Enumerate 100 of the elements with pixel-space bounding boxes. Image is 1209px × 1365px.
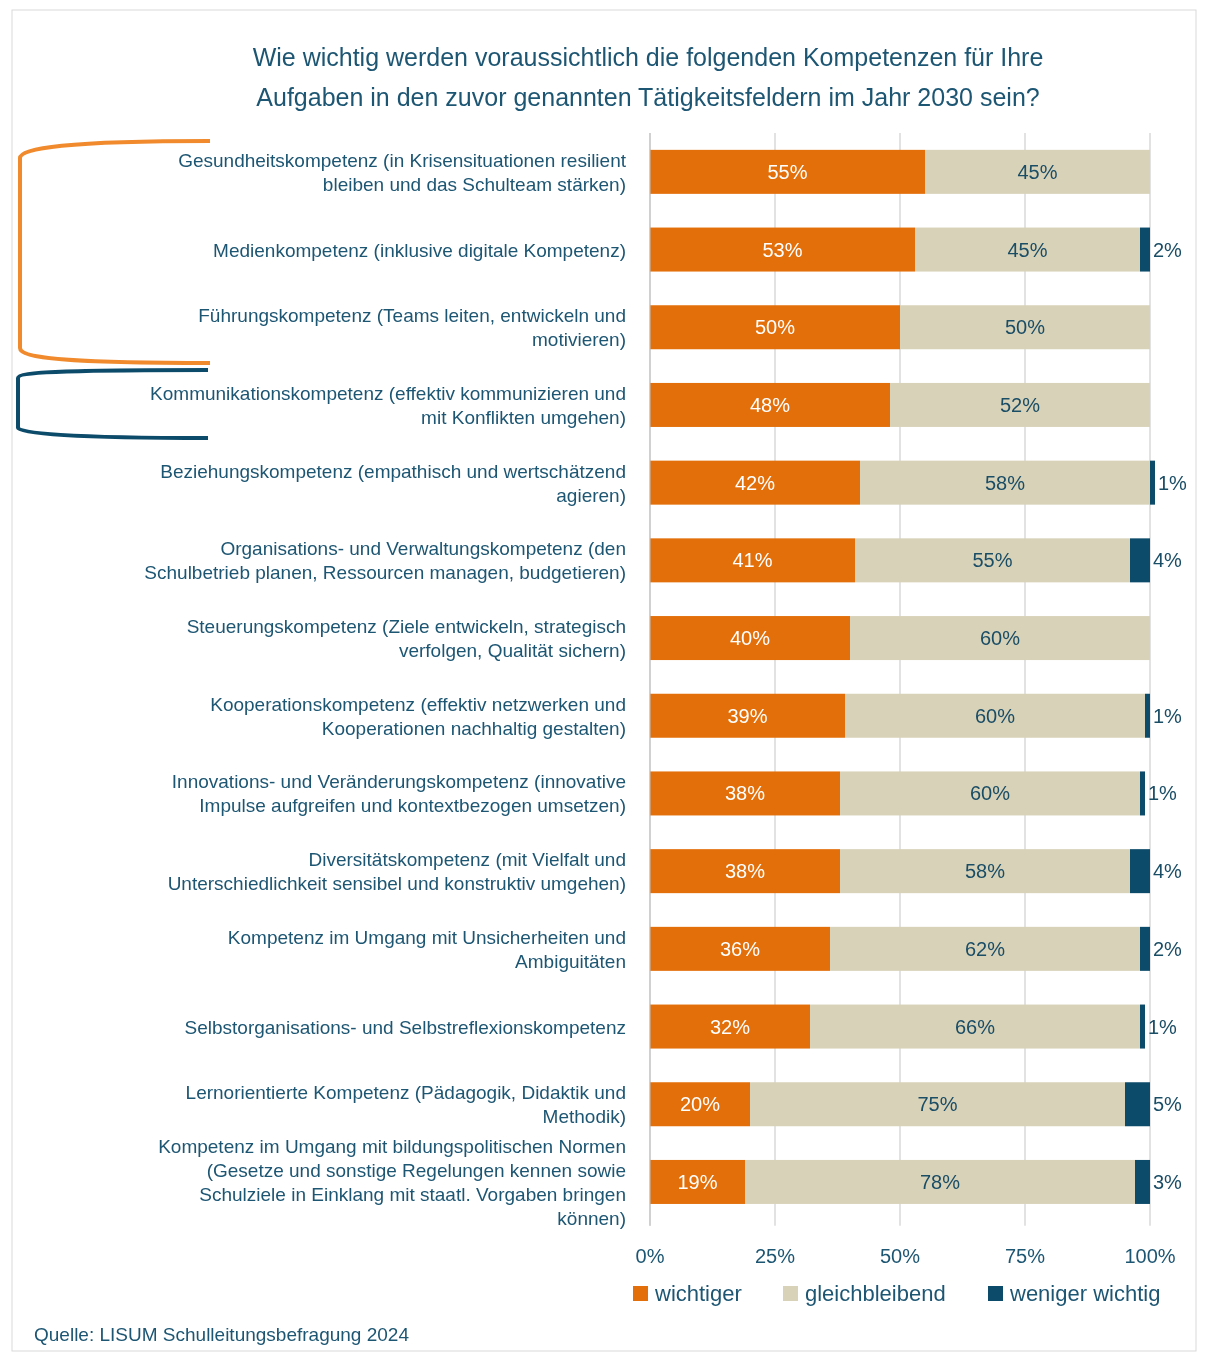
data-label: 36% [719, 937, 761, 960]
bar [650, 1159, 745, 1204]
bar [1140, 926, 1150, 971]
bar [1125, 1082, 1150, 1127]
bar [810, 1004, 1140, 1049]
data-label: 2% [1153, 937, 1183, 960]
data-label: 52% [999, 393, 1041, 416]
data-label: 55% [972, 549, 1013, 572]
data-label: 53% [762, 238, 803, 261]
y-tick-label: Selbstorganisations- und Selbstreflexionskompetenz [184, 1016, 626, 1038]
data-label: 45% [1017, 160, 1058, 183]
bar [650, 227, 915, 272]
data-label: 2% [1153, 238, 1183, 261]
data-label: 55% [767, 160, 808, 183]
data-label: 38% [724, 782, 766, 805]
x-tick-label: 0% [635, 1245, 665, 1267]
legend-label: wichtiger [654, 1281, 742, 1306]
bar [900, 305, 1150, 350]
chart-title: Wie wichtig werden voraussichtlich die folgenden Kompetenzen für Ihre Aufgaben in den zuvor genannten Tätigkeitsfeldern im Jahr 2030 sein? [252, 43, 1044, 111]
bar [650, 305, 900, 350]
bar [650, 926, 830, 971]
bar [840, 849, 1130, 894]
data-label: 62% [964, 937, 1006, 960]
bar [750, 1082, 1125, 1127]
bar [650, 382, 890, 427]
data-label: 75% [917, 1093, 958, 1116]
y-tick-label: Innovations- und Veränderungskompetenz (innovative Impulse aufgreifen und kontextbezogen umsetzen) [171, 771, 626, 817]
bar [650, 149, 925, 194]
bar [860, 460, 1150, 505]
bar [1130, 849, 1150, 894]
bar [915, 227, 1140, 272]
data-label: 20% [679, 1093, 721, 1116]
bar [650, 538, 855, 583]
data-label: 41% [732, 549, 773, 572]
y-tick-label: Lernorientierte Kompetenz (Pädagogik, Didaktik und Methodik) [185, 1082, 626, 1128]
bar [650, 1082, 750, 1127]
data-label: 1% [1148, 1015, 1178, 1038]
x-tick-label: 25% [754, 1245, 796, 1267]
bar [1130, 538, 1150, 583]
bar [650, 616, 850, 661]
data-label: 50% [754, 316, 796, 339]
data-label: 60% [969, 782, 1011, 805]
bar [890, 382, 1150, 427]
data-label: 58% [964, 860, 1006, 883]
y-tick-label: Gesundheitskompetenz (in Krisensituationen resilient bleiben und das Schulteam stärken) [178, 149, 627, 195]
x-tick-label: 50% [879, 1245, 921, 1267]
x-tick-label: 100% [1124, 1245, 1176, 1267]
data-label: 40% [729, 627, 771, 650]
bar [650, 1004, 810, 1049]
y-tick-label: Organisations- und Verwaltungskompetenz (den Schulbetrieb planen, Ressourcen managen, budgetieren) [144, 538, 626, 584]
data-label: 60% [979, 627, 1021, 650]
data-label: 45% [1007, 238, 1048, 261]
bar [1150, 460, 1155, 505]
data-label: 78% [919, 1170, 961, 1193]
bar [845, 693, 1145, 738]
y-tick-label: Medienkompetenz (inklusive digitale Kompetenz) [213, 239, 626, 261]
bar [1140, 771, 1145, 816]
bar [830, 926, 1140, 971]
data-label: 58% [984, 471, 1026, 494]
data-label: 4% [1153, 549, 1183, 572]
data-label: 4% [1153, 860, 1183, 883]
bar [1145, 693, 1150, 738]
bar [650, 771, 840, 816]
data-label: 3% [1153, 1170, 1183, 1193]
data-label: 19% [677, 1170, 718, 1193]
data-label: 38% [724, 860, 766, 883]
x-tick-label: 75% [1004, 1245, 1046, 1267]
legend-label: weniger wichtig [1009, 1281, 1161, 1306]
data-label: 50% [1004, 316, 1046, 339]
data-label: 1% [1153, 704, 1183, 727]
bar [1140, 227, 1150, 272]
y-tick-label: Diversitätskompetenz (mit Vielfalt und Unterschiedlichkeit sensibel und konstruktiv umgehen) [167, 849, 626, 895]
bar [650, 693, 845, 738]
bar [650, 849, 840, 894]
y-tick-label: Kompetenz im Umgang mit bildungspolitischen Normen (Gesetze und sonstige Regelungen kennen sowie Schulziele in Einklang mit staatl. Vorgaben bringen können) [158, 1135, 626, 1229]
data-label: 32% [709, 1015, 751, 1038]
legend-label: gleichbleibend [805, 1281, 946, 1306]
y-tick-label: Kooperationskompetenz (effektiv netzwerken und Kooperationen nachhaltig gestalten) [210, 693, 626, 739]
bar [1135, 1159, 1150, 1204]
data-label: 60% [974, 704, 1016, 727]
data-label: 39% [727, 704, 768, 727]
data-label: 48% [749, 393, 791, 416]
bar [850, 616, 1150, 661]
y-tick-label: Führungskompetenz (Teams leiten, entwickeln und motivieren) [198, 305, 626, 351]
source-note: Quelle: LISUM Schulleitungsbefragung 2024 [34, 1324, 410, 1345]
y-tick-label: Kompetenz im Umgang mit Unsicherheiten und Ambiguitäten [227, 926, 626, 972]
data-label: 1% [1158, 471, 1188, 494]
data-label: 5% [1153, 1093, 1183, 1116]
bar [1140, 1004, 1145, 1049]
data-label: 1% [1148, 782, 1178, 805]
bar [745, 1159, 1135, 1204]
y-tick-label: Steuerungskompetenz (Ziele entwickeln, strategisch verfolgen, Qualität sichern) [186, 616, 626, 662]
bar [650, 460, 860, 505]
bar [855, 538, 1130, 583]
data-label: 66% [954, 1015, 996, 1038]
bar [925, 149, 1150, 194]
data-label: 42% [734, 471, 776, 494]
bar [840, 771, 1140, 816]
y-tick-label: Beziehungskompetenz (empathisch und wertschätzend agieren) [160, 460, 626, 506]
y-tick-label: Kommunikationskompetenz (effektiv kommunizieren und mit Konflikten umgehen) [150, 382, 626, 428]
